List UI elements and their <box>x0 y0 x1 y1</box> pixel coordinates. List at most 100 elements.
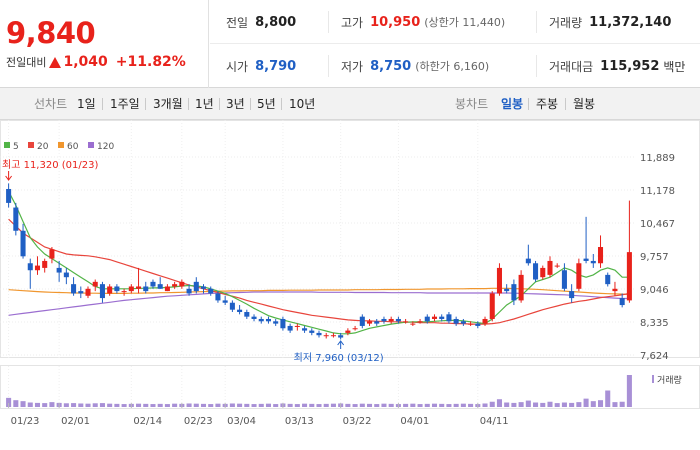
amount-label: 거래대금 <box>549 59 594 74</box>
volume-bar <box>114 403 120 407</box>
price-change: 전일대비 1,040 +11.82% <box>6 54 186 70</box>
volume-bar <box>374 404 380 407</box>
volume-bar <box>92 403 98 407</box>
volume-legend-swatch <box>652 375 654 383</box>
volume-bar <box>27 402 33 407</box>
volume-bar <box>186 403 192 407</box>
candle-body <box>424 316 430 322</box>
candle-body <box>27 263 33 271</box>
candle-body <box>569 291 575 299</box>
annotations: 최고 11,320 (01/23) 최저 7,960 (03/12) <box>2 159 384 364</box>
candle-weekly[interactable]: 주봉 <box>536 97 559 111</box>
y-tick-label: 11,889 <box>640 153 675 164</box>
candle-body <box>294 325 300 327</box>
candle-monthly[interactable]: 월봉 <box>573 97 596 111</box>
legend-label: 20 <box>37 142 49 152</box>
candle-body <box>71 284 77 294</box>
volume-bar <box>150 404 156 407</box>
candle-body <box>352 328 358 330</box>
candle-body <box>504 288 510 292</box>
candle-body <box>561 270 567 289</box>
volume-bar <box>265 403 271 407</box>
period-1y[interactable]: 1년 <box>195 97 214 111</box>
low-stat: 저가 8,750 (하한가 6,160) <box>328 55 489 77</box>
x-tick-label: 04/01 <box>400 416 429 427</box>
open-stat: 시가 8,790 <box>226 44 296 88</box>
y-tick-label: 7,624 <box>640 351 669 362</box>
stats-row-1: 전일 8,800 고가 10,950 (상한가 11,440) 거래량 11,3… <box>210 0 700 44</box>
volume-bar <box>345 403 351 407</box>
candle-body <box>446 314 452 322</box>
volume-bar <box>417 404 423 407</box>
separator <box>281 98 282 110</box>
candle-body <box>114 286 120 292</box>
candle-body <box>258 318 264 322</box>
candle-daily[interactable]: 일봉 <box>501 97 524 111</box>
candlestick-chart[interactable]: 5 20 60 120 11,889 11,178 10,467 9,757 9,046 8,3… <box>0 120 700 450</box>
candle-body <box>280 318 286 329</box>
open-label: 시가 <box>226 59 249 74</box>
volume-bar <box>244 403 250 407</box>
volume-label: 거래량 <box>657 374 682 386</box>
change-label: 전일대비 <box>6 56 47 69</box>
candle-body <box>410 323 416 325</box>
period-10y[interactable]: 10년 <box>289 97 316 111</box>
volume-bar <box>208 404 214 407</box>
candle-body <box>489 293 495 319</box>
x-tick-label: 02/23 <box>184 416 213 427</box>
low-annotation: 최저 7,960 (03/12) <box>294 352 384 364</box>
amount-value: 115,952 <box>600 58 660 74</box>
period-1w[interactable]: 1주일 <box>110 97 140 111</box>
x-tick-label: 01/23 <box>11 416 40 427</box>
candle-body <box>42 260 48 268</box>
candle-body <box>475 323 481 326</box>
price-axis: 11,889 11,178 10,467 9,757 9,046 8,335 7,624 <box>640 153 675 362</box>
volume-bar <box>504 402 510 407</box>
candle-body <box>338 335 344 338</box>
volume-bar <box>590 401 596 407</box>
prev-close-value: 8,800 <box>255 14 297 30</box>
volume-panel: 거래량 <box>6 374 682 407</box>
upper-limit: (상한가 11,440) <box>424 16 506 29</box>
volume-bar <box>251 404 257 407</box>
volume-bar <box>85 403 91 407</box>
volume-bar <box>381 403 387 407</box>
moving-average-lines <box>8 191 630 335</box>
volume-bar <box>626 375 632 407</box>
up-triangle-icon <box>49 56 62 68</box>
candle-body <box>78 291 84 294</box>
volume-bar <box>431 403 438 407</box>
volume-bar <box>42 403 48 407</box>
volume-bar <box>215 403 221 407</box>
separator <box>250 98 251 110</box>
period-1d[interactable]: 1일 <box>77 97 96 111</box>
volume-bar <box>496 399 502 407</box>
volume-bar <box>99 403 105 407</box>
candle-body <box>20 230 26 257</box>
period-3y[interactable]: 3년 <box>226 97 245 111</box>
open-value: 8,790 <box>255 58 297 74</box>
candle-body <box>323 335 329 337</box>
stock-header: 9,840 전일대비 1,040 +11.82% 전일 8,800 고가 10,… <box>0 0 700 88</box>
x-tick-label: 02/01 <box>61 416 90 427</box>
line-chart-label: 선차트 <box>34 97 68 111</box>
candle-body <box>359 316 365 326</box>
stats-row-2: 시가 8,790 저가 8,750 (하한가 6,160) 거래대금 115,9… <box>210 44 700 88</box>
y-tick-label: 10,467 <box>640 219 675 230</box>
period-5y[interactable]: 5년 <box>257 97 276 111</box>
period-3m[interactable]: 3개월 <box>153 97 183 111</box>
candle-body <box>597 247 604 264</box>
volume-bar <box>136 403 142 407</box>
ma5-line <box>8 191 630 335</box>
x-tick-label: 03/04 <box>227 416 256 427</box>
volume-bar <box>583 398 589 407</box>
candle-body <box>143 286 149 292</box>
volume-bar <box>540 402 546 407</box>
legend-swatch <box>4 142 10 148</box>
candle-body <box>200 286 207 289</box>
y-tick-label: 8,335 <box>640 318 669 329</box>
candle-body <box>403 321 409 323</box>
candle-body <box>34 265 41 271</box>
candle-body <box>157 284 163 289</box>
volume-bar <box>71 403 77 407</box>
